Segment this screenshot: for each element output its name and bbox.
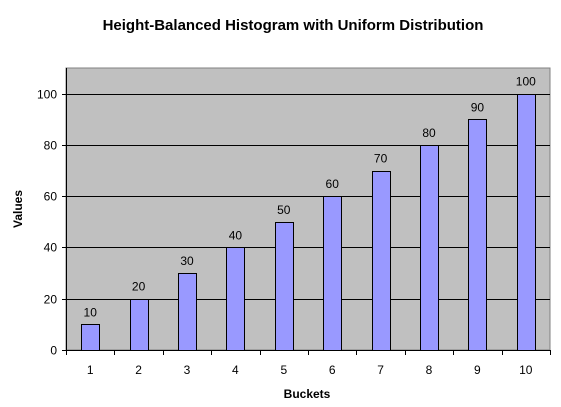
x-axis-label: Buckets [284,387,331,401]
y-axis-label: Values [11,190,25,228]
x-tick-label: 4 [232,363,239,377]
x-tick-label: 7 [377,363,384,377]
x-tick-label: 3 [184,363,191,377]
bar [178,273,197,351]
data-label: 80 [422,126,436,140]
data-label: 10 [84,305,98,319]
bars [81,94,536,351]
bar [130,299,149,351]
bar [323,196,342,351]
data-label: 60 [326,177,340,191]
y-tick-label: 20 [44,293,58,307]
y-tick-label: 60 [44,190,58,204]
x-tick-label: 6 [329,363,336,377]
x-tick-label: 10 [519,363,533,377]
y-tick-label: 40 [44,241,58,255]
data-label: 20 [132,280,146,294]
bar [226,247,245,351]
x-tick-label: 8 [426,363,433,377]
x-axis: 1 2 3 4 5 6 7 8 9 10 [66,350,551,377]
bar [420,145,439,351]
data-label: 30 [180,254,194,268]
data-label: 70 [374,152,388,166]
x-tick-label: 9 [474,363,481,377]
data-label: 50 [277,203,291,217]
y-axis: 0 20 40 60 80 100 [37,68,67,358]
bar [275,222,294,351]
y-tick-label: 100 [37,88,57,102]
x-tick-label: 1 [87,363,94,377]
data-labels: 10 20 30 40 50 60 70 80 90 100 [84,75,537,320]
x-tick-label: 5 [280,363,287,377]
bar [81,324,100,351]
bar [468,119,487,351]
y-tick-label: 0 [50,344,57,358]
data-label: 40 [229,228,243,242]
y-tick-label: 80 [44,139,58,153]
data-label: 100 [516,75,536,89]
bar [517,94,536,351]
data-label: 90 [471,100,485,114]
chart-title: Height-Balanced Histogram with Uniform D… [103,17,484,34]
bar [372,171,391,351]
x-tick-label: 2 [135,363,142,377]
